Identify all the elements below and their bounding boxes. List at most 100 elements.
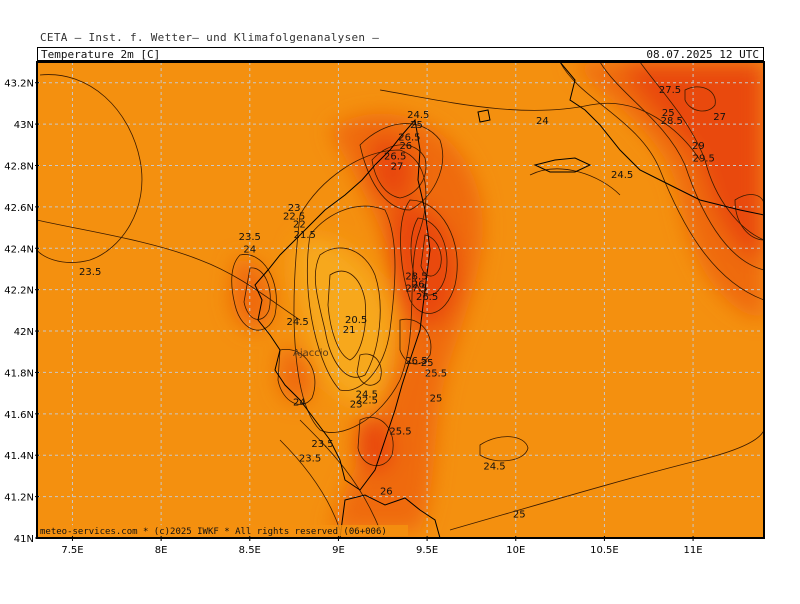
contour-label: 24.5 [611, 170, 633, 181]
field-hot-italy [620, 62, 764, 260]
lon-tick-label: 8E [155, 545, 168, 556]
lat-tick-label: 42.2N [4, 286, 34, 297]
field-hot-east-corsica [388, 200, 459, 327]
lon-tick-label: 11E [684, 545, 703, 556]
lat-tick-label: 41.4N [4, 451, 34, 462]
longitude-axis: 7.5E 8E 8.5E 9E 9.5E 10E 10.5E 11E [61, 536, 703, 556]
isotherm-13 [231, 254, 277, 331]
isotherm-24 [529, 168, 621, 196]
contour-label: 26.5 [416, 292, 438, 303]
field-cool-interior [293, 238, 393, 402]
contour-label: 21.5 [294, 230, 316, 241]
place-label-ajaccio: Ajaccio [293, 348, 329, 359]
contour-label: 23.5 [311, 439, 333, 450]
contour-label: 24 [293, 398, 306, 409]
lat-tick-label: 42.6N [4, 203, 34, 214]
contour-label: 22 [293, 220, 306, 231]
credit-text: meteo-services.com * (c)2025 IWKF * All … [40, 527, 387, 537]
lat-tick-label: 42.8N [4, 161, 34, 172]
isotherm-25 [479, 436, 529, 462]
map-title: Temperature_2m_[C] [41, 48, 161, 61]
isotherm-5 [400, 199, 458, 314]
isotherm-20 [734, 194, 764, 241]
isotherms [37, 62, 764, 531]
isotherm-26 [449, 429, 764, 531]
lat-tick-label: 41.6N [4, 410, 34, 421]
contour-label: 25 [513, 509, 526, 520]
contour-label: 23.5 [79, 267, 101, 278]
contour-label: 23.5 [299, 453, 321, 464]
lat-tick-label: 41N [14, 534, 34, 545]
temperature-field [37, 62, 764, 538]
isotherm-2 [307, 205, 396, 392]
contour-label: 25.5 [389, 427, 411, 438]
isotherm-8 [359, 123, 444, 211]
contour-label: 26 [399, 141, 412, 152]
lat-tick-label: 43N [14, 120, 34, 131]
isotherm-16 [559, 62, 764, 301]
isotherm-21 [37, 74, 143, 263]
contour-label: 23 [288, 203, 301, 214]
isotherm-12 [357, 417, 394, 466]
lon-tick-label: 9E [332, 545, 345, 556]
isotherm-22 [37, 219, 301, 321]
contour-label: 26 [380, 487, 393, 498]
contour-label: 24.5 [407, 110, 429, 121]
elba-coast [533, 157, 592, 173]
contour-label: 24 [536, 116, 549, 127]
field-warm-ajaccio [278, 349, 314, 403]
contour-label: 25 [662, 108, 675, 119]
contour-label: 24.5 [287, 317, 309, 328]
contour-label: 22.5 [356, 395, 378, 406]
isotherm-17 [599, 62, 764, 271]
contour-label: 28.5 [661, 116, 683, 127]
lon-tick-label: 7.5E [61, 545, 83, 556]
lon-tick-label: 10E [506, 545, 525, 556]
isotherm-28 [279, 439, 341, 531]
contour-label: 24 [243, 244, 256, 255]
lat-tick-label: 41.8N [4, 368, 34, 379]
italy-coast [559, 62, 764, 216]
capraia-coast [477, 109, 491, 123]
contour-label: 27.5 [405, 284, 427, 295]
contour-label: 25 [430, 393, 443, 404]
isotherm-14 [243, 267, 271, 320]
isotherm-15 [277, 349, 316, 405]
isotherm-23 [379, 89, 701, 161]
isotherm-11 [356, 353, 382, 386]
valid-datetime: 08.07.2025 12 UTC [646, 48, 759, 61]
org-header: CETA — Inst. f. Wetter— und Klimafolgena… [40, 31, 380, 44]
isotherm-4 [327, 270, 367, 361]
lon-tick-label: 8.5E [239, 545, 261, 556]
lon-tick-label: 9.5E [416, 545, 438, 556]
sardinia-coast [339, 494, 441, 538]
corsica-coast [254, 118, 431, 491]
coastline [254, 62, 764, 538]
contour-label: 28.5 [405, 271, 427, 282]
contour-label: 26.5 [398, 133, 420, 144]
lat-tick-label: 42.4N [4, 244, 34, 255]
contour-label: 24.5 [483, 462, 505, 473]
lat-tick-label: 43.2N [4, 79, 34, 90]
isotherm-6 [410, 217, 448, 296]
title-bar: Temperature_2m_[C] 08.07.2025 12 UTC [37, 47, 764, 61]
field-warm-corsica [330, 113, 483, 530]
contour-label: 25 [410, 120, 423, 131]
contour-label: 29.5 [693, 153, 715, 164]
contour-label: 27 [391, 162, 404, 173]
contour-label: 27 [713, 112, 726, 123]
isotherm-1 [293, 149, 427, 433]
lat-tick-label: 42N [14, 327, 34, 338]
lon-tick-label: 10.5E [590, 545, 619, 556]
isotherm-27 [299, 419, 381, 531]
contour-label: 21 [343, 325, 356, 336]
contour-label: 23 [350, 400, 363, 411]
contour-label: 23.5 [239, 232, 261, 243]
contour-label: 29 [692, 141, 705, 152]
field-hot-south [355, 418, 394, 473]
contour-label: 27.5 [659, 85, 681, 96]
isotherm-3 [314, 247, 381, 378]
